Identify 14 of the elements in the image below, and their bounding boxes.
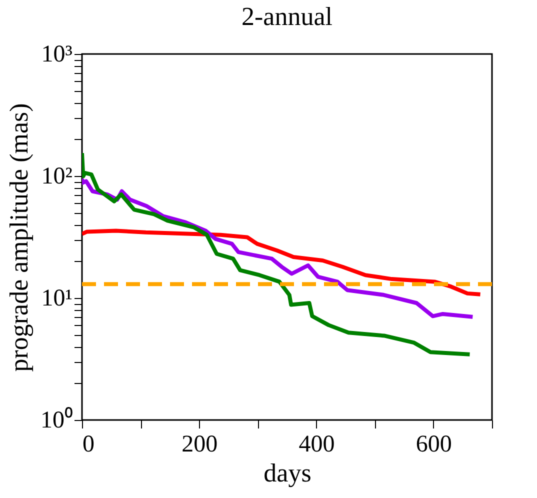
y-tick-label: 10³ — [41, 42, 72, 68]
line-series — [82, 228, 482, 296]
x-tick-label: 400 — [298, 432, 335, 458]
x-tick-label: 200 — [182, 432, 218, 458]
y-tick-label: 10¹ — [41, 286, 72, 312]
x-tick-label: 0 — [82, 432, 94, 458]
line-series — [82, 176, 475, 319]
line-series — [82, 151, 472, 356]
y-tick-label: 10² — [41, 164, 72, 190]
y-axis-title: prograde amplitude (mas) — [4, 103, 34, 372]
x-axis-title: days — [264, 458, 312, 488]
x-tick-label: 600 — [416, 432, 452, 458]
y-tick-label: 10⁰ — [40, 406, 72, 434]
chart-title: 2-annual — [242, 2, 332, 31]
